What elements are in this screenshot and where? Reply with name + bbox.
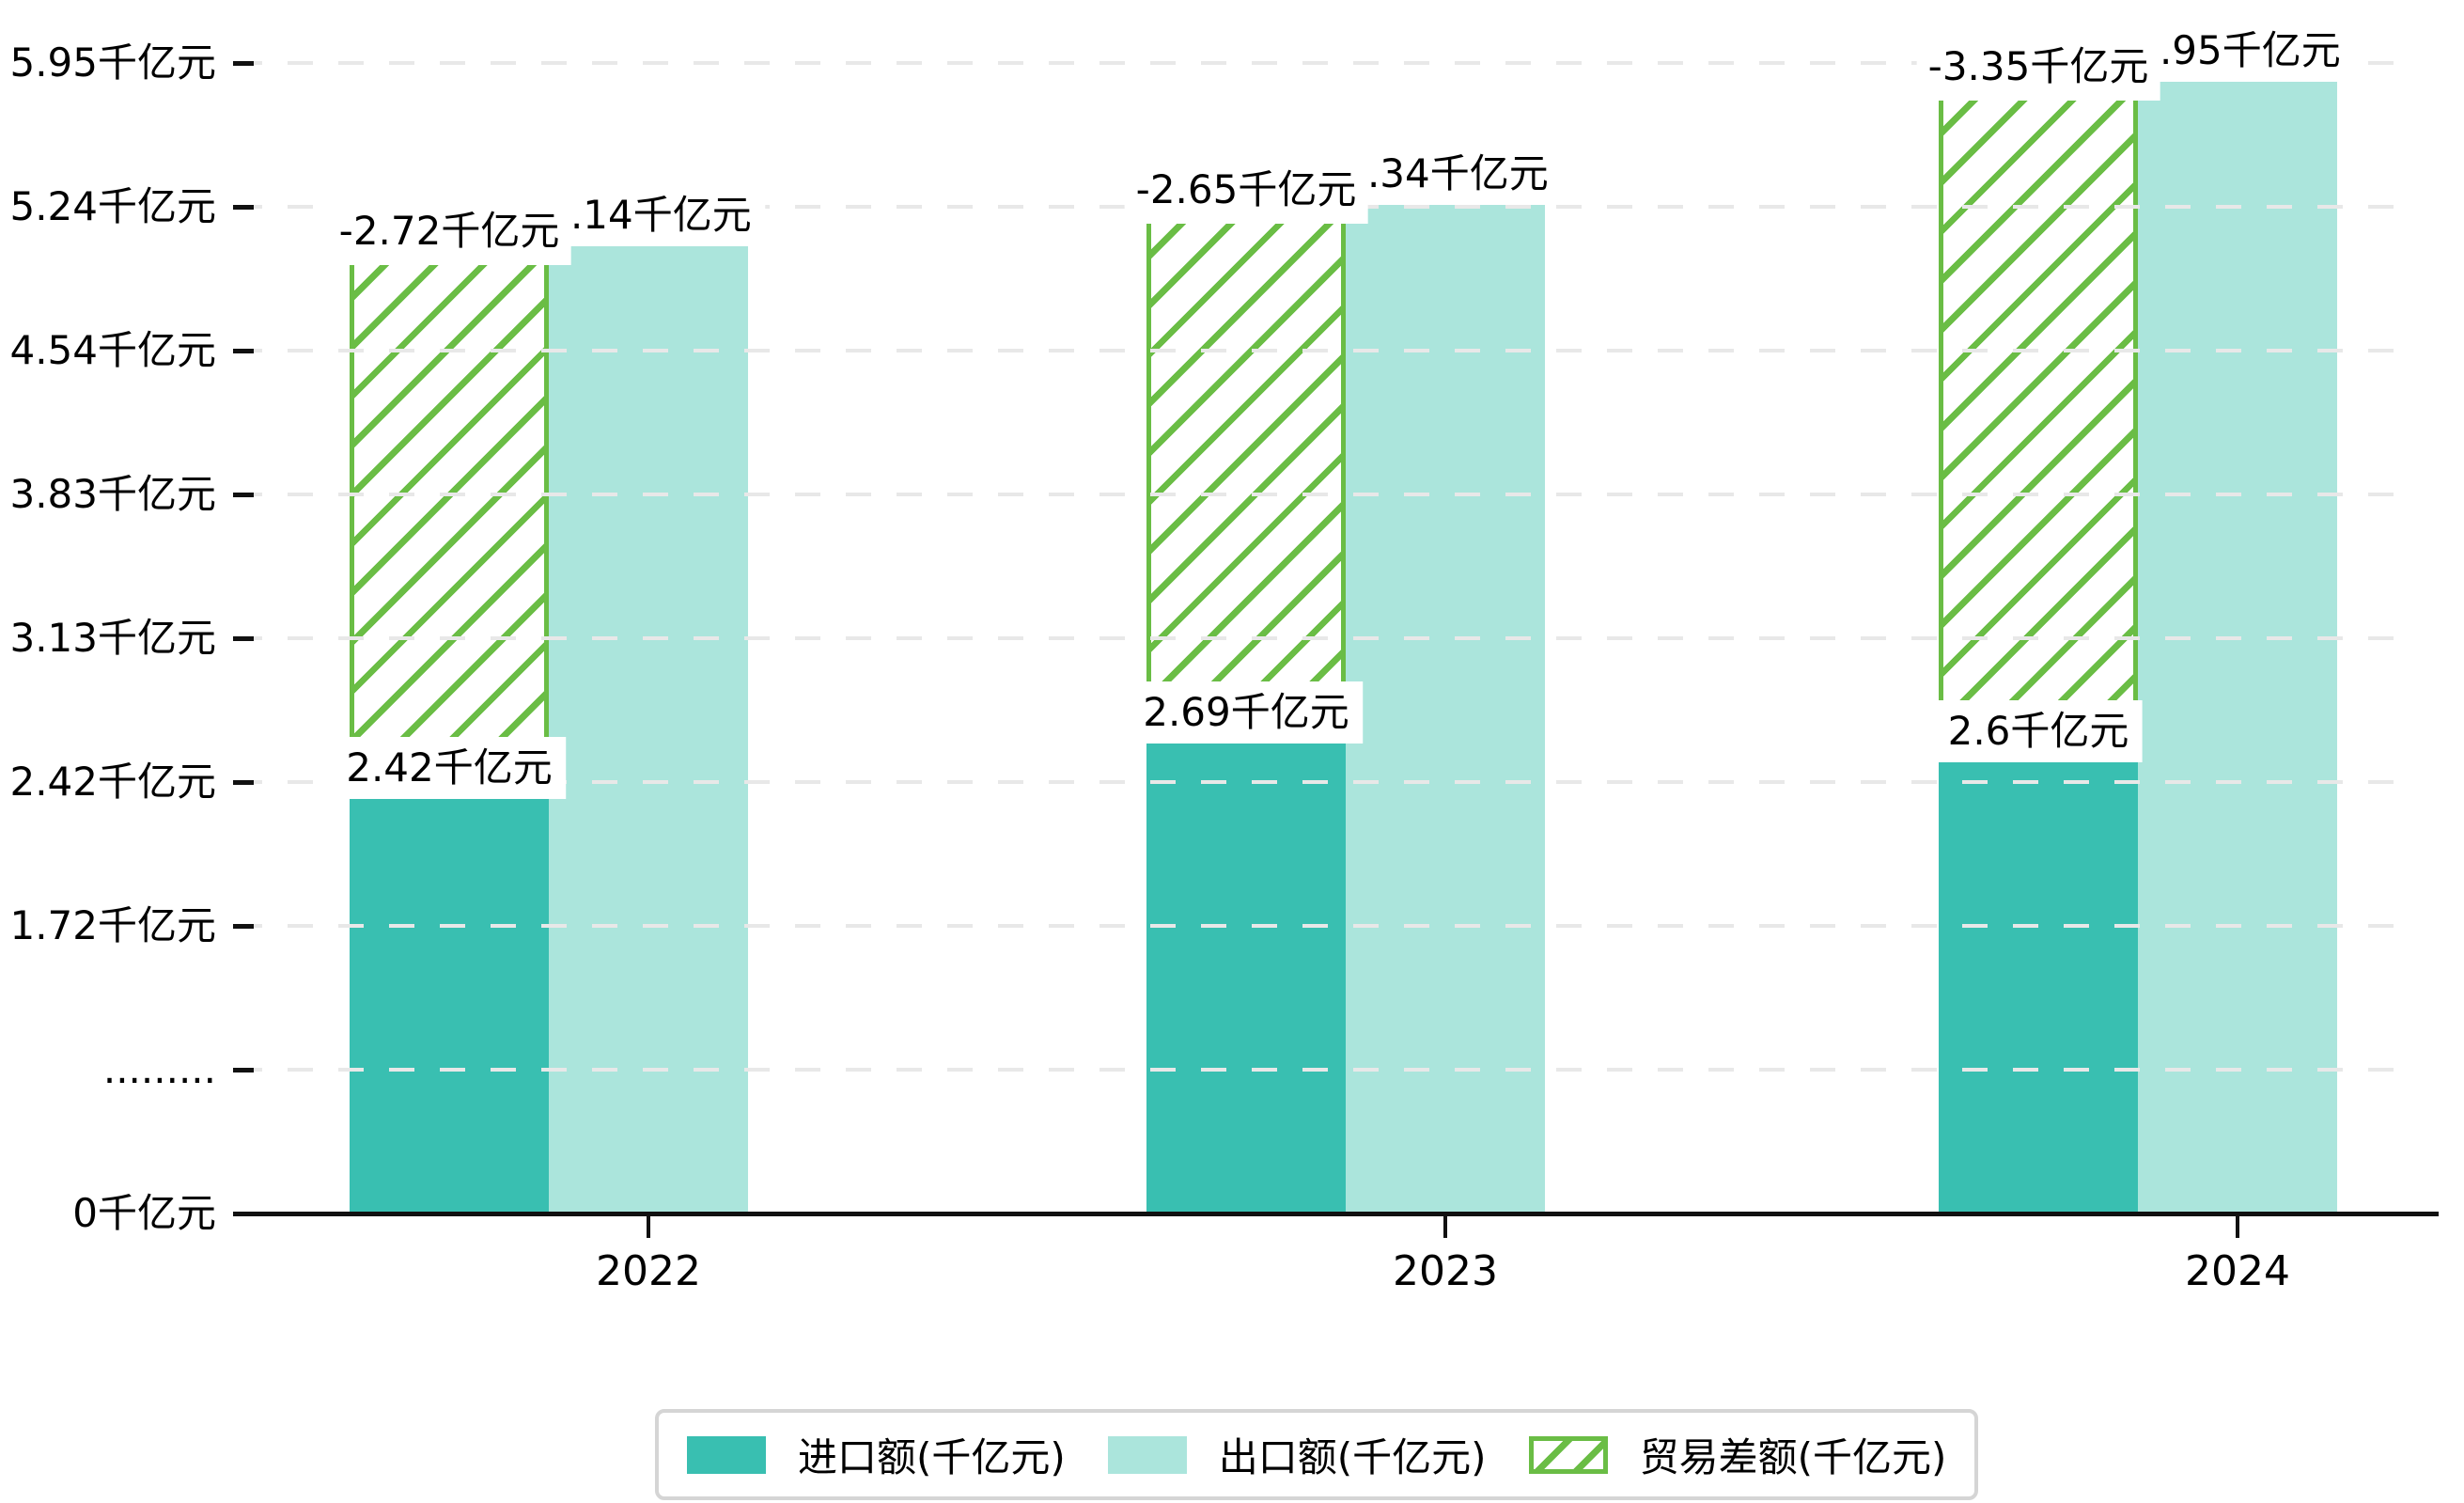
y-tick-label: 3.13千亿元 [9,615,216,661]
import-bar-2023 [1146,744,1346,1213]
export-bar-2024 [2138,82,2337,1213]
export-bar-2022 [549,246,748,1213]
legend-swatch-import [687,1435,766,1474]
trade-balance-bar-2022 [350,246,549,799]
x-axis-tick [1443,1215,1447,1238]
gridline [237,636,2406,640]
y-tick-label: 4.54千亿元 [9,327,216,373]
gridline [237,61,2406,65]
x-tick-label-2023: 2023 [1393,1247,1498,1295]
x-axis-tick [2236,1215,2239,1238]
y-axis-tick [233,205,254,210]
legend-item-balance: 贸易差额(千亿元) [1528,1426,1947,1483]
legend-label-balance: 贸易差额(千亿元) [1639,1434,1947,1480]
export-value-label-2022: 5.14千亿元 [532,184,765,246]
y-axis-tick [233,349,254,353]
export-value-label-2024: 5.95千亿元 [2121,20,2354,82]
x-tick-label-2024: 2024 [2185,1247,2290,1295]
gridline [237,493,2406,496]
legend-swatch-balance [1528,1435,1608,1474]
legend-label-export: 出口额(千亿元) [1218,1434,1487,1480]
gridline [237,349,2406,352]
y-tick-label: 3.83千亿元 [9,471,216,517]
y-tick-label: 2.42千亿元 [9,759,216,805]
y-axis-tick [233,924,254,929]
import-value-label-2022: 2.42千亿元 [333,737,566,799]
trade-balance-value-label-2024: -3.35千亿元 [1916,33,2160,101]
y-axis-tick [233,1068,254,1072]
legend-item-export: 出口额(千亿元) [1107,1426,1487,1483]
legend-item-import: 进口额(千亿元) [687,1426,1066,1483]
trade-balance-bar-2024 [1939,82,2138,762]
gridline [237,780,2406,784]
import-value-label-2024: 2.6千亿元 [1934,700,2143,762]
import-bar-2024 [1939,762,2138,1213]
y-tick-label: 0千亿元 [72,1190,216,1236]
trade-balance-value-label-2022: -2.72千亿元 [327,197,571,265]
x-tick-label-2022: 2022 [596,1247,701,1295]
x-axis-tick [647,1215,650,1238]
x-axis-line [237,1212,2439,1216]
legend-swatch-export [1107,1435,1187,1474]
gridline [237,1068,2406,1072]
y-axis-tick [233,636,254,641]
y-axis-tick [233,780,254,785]
export-value-label-2023: 5.34千亿元 [1329,143,1562,205]
y-tick-label: ......... [102,1046,216,1092]
trade-balance-value-label-2023: -2.65千亿元 [1124,156,1368,224]
gridline [237,924,2406,928]
import-value-label-2023: 2.69千亿元 [1130,681,1363,744]
y-tick-label: 5.95千亿元 [9,39,216,86]
import-bar-2022 [350,799,549,1213]
export-bar-2023 [1346,205,1545,1213]
y-axis-tick [233,61,254,66]
legend-label-import: 进口额(千亿元) [798,1434,1066,1480]
trade-balance-bar-2023 [1146,205,1346,744]
legend: 进口额(千亿元) 出口额(千亿元) 贸易差额(千亿元) [655,1409,1979,1500]
y-axis-tick [233,493,254,497]
y-tick-label: 5.24千亿元 [9,183,216,229]
y-tick-label: 1.72千亿元 [9,902,216,948]
